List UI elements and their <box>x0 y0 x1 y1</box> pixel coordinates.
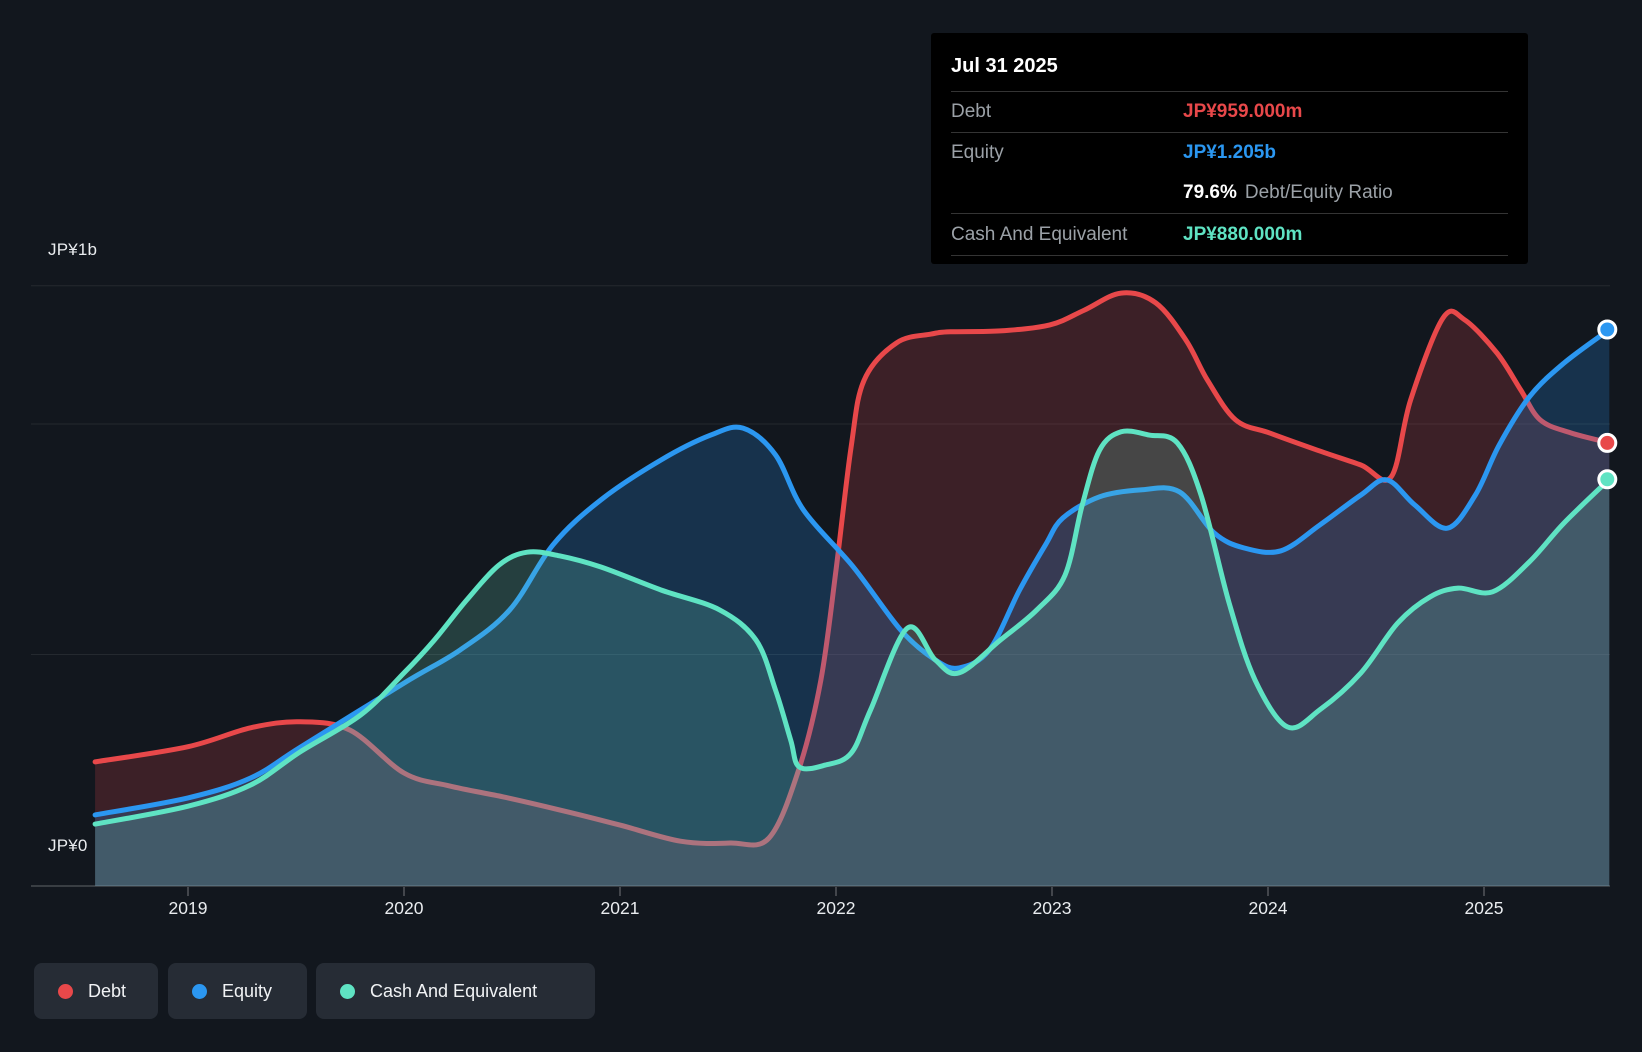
x-axis-label-2024: 2024 <box>1248 898 1288 918</box>
hover-tooltip: Jul 31 2025 Debt JP¥959.000m Equity JP¥1… <box>931 33 1528 264</box>
x-axis-label-2022: 2022 <box>816 898 856 918</box>
cash-and-equivalent-area <box>95 430 1610 886</box>
equity-end-marker <box>1597 319 1618 340</box>
x-axis-label-2021: 2021 <box>600 898 640 918</box>
y-axis-label-zero: JP¥0 <box>48 836 88 855</box>
tooltip-cash-label: Cash And Equivalent <box>951 223 1128 245</box>
tooltip-ratio-label: Debt/Equity Ratio <box>1244 181 1393 203</box>
x-axis-label-2019: 2019 <box>168 898 208 918</box>
legend-equity-label: Equity <box>222 980 273 1001</box>
tooltip-date: Jul 31 2025 <box>951 33 1508 92</box>
equity-series-dot-icon <box>192 983 207 999</box>
x-axis-label-2020: 2020 <box>384 898 424 918</box>
y-axis-label-top: JP¥1b <box>48 240 98 259</box>
legend-item-cash[interactable]: Cash And Equivalent <box>316 963 595 1019</box>
tooltip-equity-label: Equity <box>951 141 1004 163</box>
debt-area <box>95 292 1610 886</box>
debt-line <box>92 290 1612 848</box>
x-axis-label-2025: 2025 <box>1464 898 1504 918</box>
tooltip-debt-value: JP¥959.000m <box>1183 101 1303 122</box>
cash-series-dot-icon <box>340 983 355 999</box>
tooltip-row-equity: Equity JP¥1.205b <box>951 133 1508 172</box>
legend-item-debt[interactable]: Debt <box>34 963 158 1019</box>
x-axis-label-2023: 2023 <box>1032 898 1072 918</box>
legend-item-equity[interactable]: Equity <box>168 963 307 1019</box>
equity-area <box>95 329 1610 886</box>
debt-series-dot-icon <box>58 983 73 999</box>
tooltip-debt-label: Debt <box>951 101 992 122</box>
tooltip-row-cash: Cash And Equivalent JP¥880.000m <box>951 214 1508 256</box>
tooltip-ratio-value: 79.6% <box>1183 181 1237 203</box>
legend-debt-label: Debt <box>88 980 127 1001</box>
tooltip-row-debt: Debt JP¥959.000m <box>951 92 1508 133</box>
cash-and-equivalent-line <box>92 428 1612 827</box>
debt-end-marker <box>1597 432 1618 453</box>
legend-cash-label: Cash And Equivalent <box>370 980 538 1001</box>
tooltip-equity-value: JP¥1.205b <box>1183 141 1276 163</box>
cash-and-equivalent-end-marker <box>1597 469 1618 490</box>
tooltip-row-ratio: 79.6% Debt/Equity Ratio <box>951 172 1508 214</box>
tooltip-cash-value: JP¥880.000m <box>1183 223 1303 245</box>
